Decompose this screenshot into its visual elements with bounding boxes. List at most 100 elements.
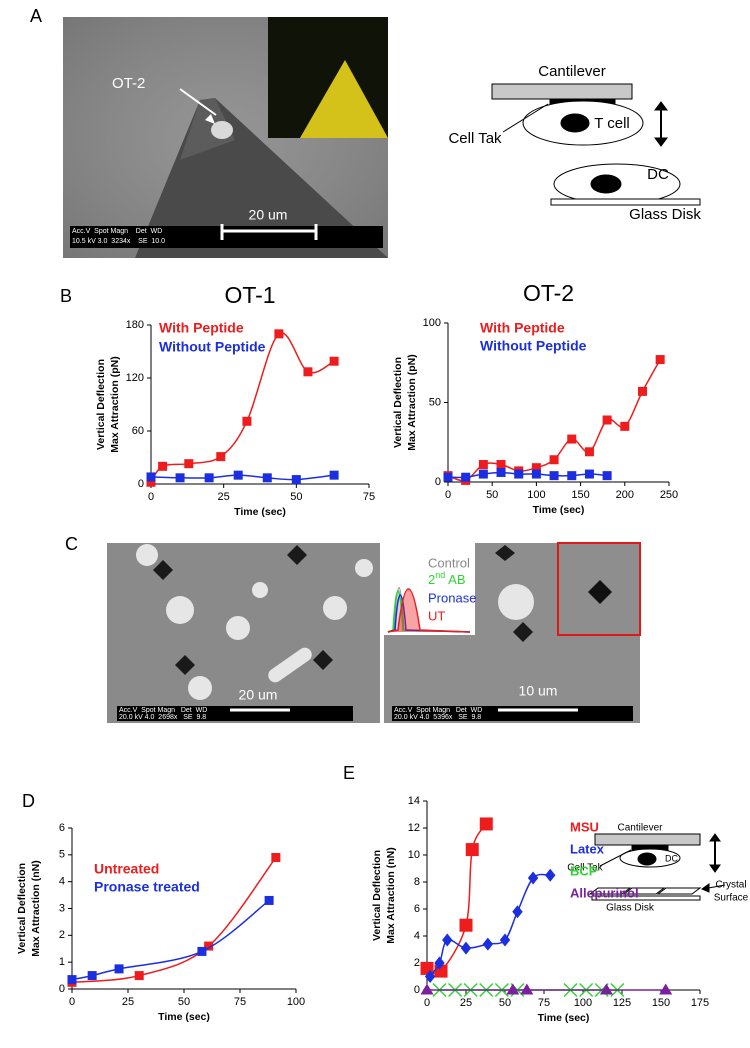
marker — [567, 434, 577, 444]
x-tick-label: 175 — [691, 997, 709, 1009]
marker — [158, 461, 168, 471]
marker — [420, 983, 434, 995]
y-tick-label: 4 — [414, 930, 420, 942]
x-tick-label: 100 — [574, 997, 592, 1009]
x-tick-label: 75 — [363, 491, 375, 503]
histogram-legend: 2nd AB — [428, 570, 466, 587]
marker — [512, 905, 523, 919]
y-tick-label: 100 — [423, 317, 441, 329]
x-tick-label: 150 — [652, 997, 670, 1009]
marker — [175, 473, 185, 483]
y-tick-label: 2 — [414, 957, 420, 969]
legend-label: With Peptide — [480, 320, 565, 336]
scale-bar-label: 10 um — [519, 683, 558, 699]
marker — [204, 473, 214, 483]
y-tick-label: 50 — [429, 396, 441, 408]
diagram-label: DC — [647, 166, 669, 183]
legend-part: 2 — [428, 572, 435, 587]
marker — [461, 472, 471, 482]
marker — [134, 971, 144, 981]
x-tick-label: 150 — [571, 489, 589, 501]
info-text: 10.5 kV 3.0 3234x SE 10.0 — [72, 238, 165, 245]
legend-label: Untreated — [94, 861, 159, 877]
y-tick-label: 4 — [59, 876, 65, 888]
scale-bar-label: 20 um — [239, 687, 278, 703]
marker — [478, 469, 488, 479]
diagram-label: Glass Disk — [606, 903, 655, 914]
marker — [443, 472, 453, 482]
y-tick-label: 10 — [408, 849, 420, 861]
diagram-label: Cantilever — [617, 823, 663, 834]
y-axis-label: Max Attraction (pN) — [109, 356, 121, 452]
y-axis-label: Vertical Deflection — [16, 863, 28, 954]
y-tick-label: 6 — [59, 822, 65, 834]
legend-label: BCP — [570, 863, 598, 878]
panel-label: D — [22, 791, 35, 811]
marker — [442, 933, 453, 947]
marker — [514, 469, 524, 479]
marker — [197, 946, 207, 956]
scale-bar-label: 20 um — [249, 207, 288, 223]
marker — [482, 937, 494, 951]
micrograph-a: OT-2 Acc.V Spot Magn Det WD 10.5 kV 3.0 … — [63, 17, 388, 258]
marker — [434, 964, 448, 978]
y-axis-label: Max Attraction (pN) — [406, 354, 418, 450]
marker — [460, 941, 472, 955]
marker — [274, 329, 284, 339]
series-line — [447, 471, 608, 479]
marker — [506, 983, 520, 995]
diagram-label: Cell Tak — [448, 130, 502, 147]
diagram-label: Glass Disk — [629, 206, 701, 223]
marker — [478, 460, 488, 470]
x-tick-label: 50 — [486, 489, 498, 501]
diagram-label: Cell Tak — [567, 863, 603, 874]
y-axis-label: Vertical Deflection — [95, 359, 107, 450]
legend-part: AB — [445, 572, 465, 587]
x-tick-label: 100 — [527, 489, 545, 501]
y-tick-label: 0 — [414, 984, 420, 996]
y-tick-label: 5 — [59, 849, 65, 861]
legend-part: nd — [435, 570, 445, 580]
y-tick-label: 60 — [132, 425, 144, 437]
marker — [479, 817, 493, 831]
y-axis-label: Vertical Deflection — [371, 850, 383, 941]
x-tick-label: 0 — [69, 996, 75, 1008]
histogram-legend: UT — [428, 608, 445, 623]
diagram-e — [588, 833, 726, 901]
marker — [659, 983, 673, 995]
y-tick-label: 1 — [59, 956, 65, 968]
marker — [465, 843, 479, 857]
x-axis-label: Time (sec) — [234, 506, 286, 518]
x-axis-label: Time (sec) — [538, 1012, 590, 1024]
marker — [114, 964, 124, 974]
diagram-a — [491, 83, 701, 206]
y-tick-label: 6 — [414, 903, 420, 915]
marker — [584, 447, 594, 457]
marker — [146, 472, 156, 482]
marker — [87, 971, 97, 981]
legend-label: Pronase treated — [94, 879, 200, 895]
marker — [584, 469, 594, 479]
y-tick-label: 8 — [414, 876, 420, 888]
x-tick-label: 0 — [148, 491, 154, 503]
marker — [620, 421, 630, 431]
x-tick-label: 0 — [424, 997, 430, 1009]
series-line — [150, 332, 335, 483]
y-tick-label: 0 — [435, 476, 441, 488]
marker — [262, 473, 272, 483]
x-tick-label: 0 — [445, 489, 451, 501]
y-tick-label: 3 — [59, 902, 65, 914]
y-tick-label: 0 — [138, 478, 144, 490]
x-tick-label: 25 — [460, 997, 472, 1009]
panel-label: B — [60, 286, 72, 306]
marker — [204, 941, 214, 951]
marker — [499, 933, 511, 947]
marker — [216, 452, 226, 462]
marker — [637, 386, 647, 396]
histogram-legend: Control — [428, 555, 470, 570]
marker — [434, 956, 445, 970]
marker — [67, 975, 77, 985]
marker — [527, 871, 539, 885]
y-tick-label: 14 — [408, 795, 420, 807]
